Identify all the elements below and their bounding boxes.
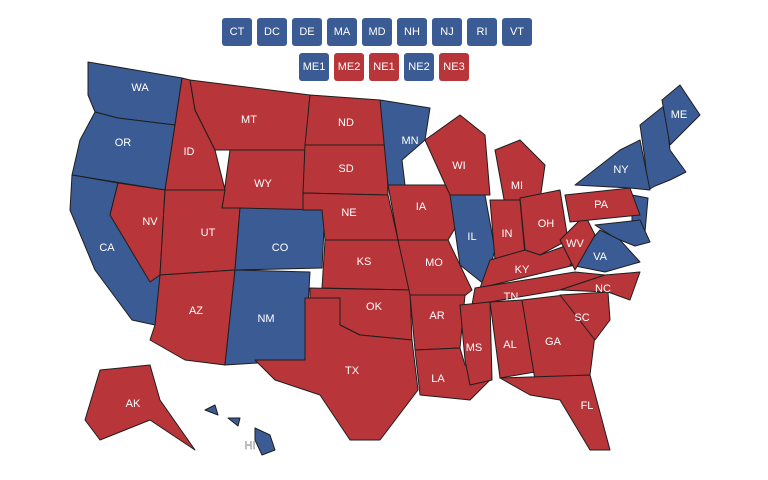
district-button-label: ME1 [303,61,326,73]
state-label: VA [593,251,608,263]
state-label: MT [241,114,257,126]
state-label: WA [131,82,149,94]
district-button[interactable] [439,53,469,81]
state-shape[interactable] [559,291,611,341]
state-label: CA [99,242,115,254]
state-label: IA [416,201,427,213]
state-label: KY [515,264,530,276]
state-label: MN [401,135,418,147]
state-label: NM [257,313,274,325]
state-shape[interactable] [559,214,596,271]
state-shape[interactable] [109,182,166,283]
state-label: AR [429,310,444,322]
state-shape[interactable] [84,364,196,451]
district-button-label: MD [368,26,385,38]
state-shape[interactable] [424,114,491,196]
district-button[interactable] [299,53,329,81]
district-button-label: NJ [440,26,453,38]
state-label: WI [452,160,465,172]
district-button-label: NE3 [443,61,464,73]
district-button-label: RI [477,26,488,38]
district-button-label: DE [299,26,314,38]
state-label: OR [115,137,132,149]
state-label: IL [467,231,476,243]
state-label: MS [466,342,483,354]
district-button[interactable] [327,18,357,46]
state-label: MO [425,257,443,269]
district-button[interactable] [397,18,427,46]
district-button-label: NE1 [373,61,394,73]
district-button-label: CT [230,26,245,38]
state-shape[interactable] [254,297,419,441]
district-button[interactable] [362,18,392,46]
state-label: OK [366,301,383,313]
state-label: NE [341,207,356,219]
state-label: UT [201,227,216,239]
state-label: TN [504,291,519,303]
district-button-label: ME2 [338,61,361,73]
state-label: ND [338,117,354,129]
state-label: LA [431,373,445,385]
state-label: ME [671,109,688,121]
district-button-label: MA [334,26,351,38]
state-shape[interactable] [564,187,641,223]
state-label: SC [574,312,589,324]
state-shape[interactable] [409,294,466,351]
district-button-label: NE2 [408,61,429,73]
state-label: SD [338,163,353,175]
district-button[interactable] [404,53,434,81]
state-shape[interactable] [519,189,569,256]
district-button[interactable] [222,18,252,46]
district-button[interactable] [432,18,462,46]
state-label: WV [566,238,584,250]
state-label: IN [502,228,513,240]
state-shape[interactable] [459,301,493,386]
state-label: OH [538,218,555,230]
state-shape[interactable] [559,271,641,301]
state-shape[interactable] [661,84,701,146]
state-label: WY [254,178,272,190]
district-button[interactable] [257,18,287,46]
state-label: AZ [189,305,203,317]
state-shape[interactable] [204,404,219,416]
state-label: TX [345,365,360,377]
state-shape[interactable] [149,269,236,366]
state-label: KS [357,256,372,268]
state-label: MI [511,180,523,192]
state-label: HI [245,440,256,452]
state-shape[interactable] [574,139,651,191]
state-label: ID [184,146,195,158]
state-shape[interactable] [234,207,326,271]
state-shape[interactable] [227,417,241,427]
state-label: AK [126,398,141,410]
state-label: PA [594,199,609,211]
state-label: FL [581,400,594,412]
state-shape[interactable] [387,184,461,241]
state-shape[interactable] [254,427,276,456]
state-label: AL [503,339,516,351]
state-label: NY [613,164,629,176]
district-button-label: DC [264,26,280,38]
state-label: NV [142,216,158,228]
state-label: CO [272,242,289,254]
state-label: NC [595,283,611,295]
state-shape[interactable] [494,139,546,206]
district-button[interactable] [467,18,497,46]
district-button[interactable] [292,18,322,46]
state-shape[interactable] [397,239,473,299]
state-shape[interactable] [499,374,611,451]
state-label: GA [545,336,562,348]
district-button-label: VT [510,26,524,38]
district-button[interactable] [369,53,399,81]
district-button[interactable] [502,18,532,46]
district-button-label: NH [404,26,420,38]
district-button[interactable] [334,53,364,81]
